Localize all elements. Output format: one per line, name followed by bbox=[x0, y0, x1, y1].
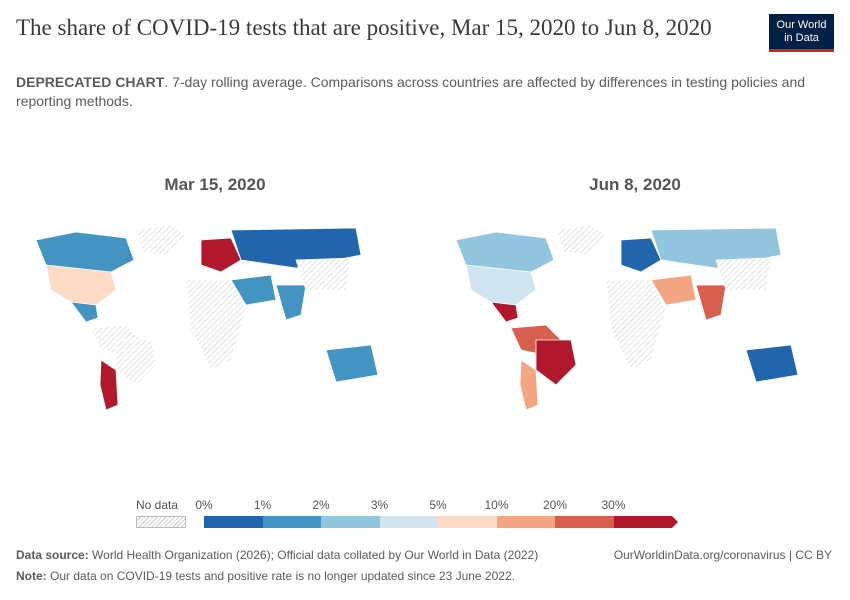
logo-line-2: in Data bbox=[784, 32, 819, 44]
subtitle-deprecated: DEPRECATED CHART bbox=[16, 74, 165, 90]
region-africa-mar15[interactable] bbox=[185, 279, 247, 371]
world-maps bbox=[35, 224, 799, 410]
legend-bin bbox=[613, 516, 672, 528]
region-china-mar15[interactable] bbox=[295, 257, 352, 291]
owid-logo[interactable]: Our World in Data bbox=[769, 14, 834, 52]
footer-note-label: Note: bbox=[16, 569, 47, 583]
region-europe-mar15[interactable] bbox=[200, 237, 242, 273]
legend-tick-label: 10% bbox=[484, 498, 509, 512]
region-argentina-jun8[interactable] bbox=[519, 359, 539, 410]
legend-bin bbox=[379, 516, 438, 528]
region-middle-east-mar15[interactable] bbox=[230, 274, 277, 306]
region-africa-jun8[interactable] bbox=[605, 279, 667, 371]
region-brazil-mar15[interactable] bbox=[115, 339, 157, 386]
region-middle-east-jun8[interactable] bbox=[650, 274, 697, 306]
footer-note: Note: Our data on COVID-19 tests and pos… bbox=[16, 569, 515, 583]
logo-line-1: Our World bbox=[776, 19, 827, 31]
legend-no-data-swatch bbox=[136, 516, 186, 528]
legend-tick-label: 5% bbox=[429, 498, 447, 512]
region-greenland-mar15[interactable] bbox=[135, 224, 187, 256]
legend-bin bbox=[496, 516, 555, 528]
legend-tick-label: 0% bbox=[195, 498, 213, 512]
legend-bin bbox=[321, 516, 380, 528]
legend-bin bbox=[438, 516, 497, 528]
footer-note-text: Our data on COVID-19 tests and positive … bbox=[46, 569, 515, 583]
region-india-jun8[interactable] bbox=[695, 284, 727, 321]
legend-bin bbox=[262, 516, 321, 528]
region-australia-mar15[interactable] bbox=[325, 344, 379, 383]
region-greenland-jun8[interactable] bbox=[555, 224, 607, 256]
map-title-right: Jun 8, 2020 bbox=[589, 175, 681, 194]
chart-subtitle: DEPRECATED CHART. 7-day rolling average.… bbox=[16, 73, 816, 111]
legend-tick-label: 1% bbox=[253, 498, 272, 512]
map-title-left: Mar 15, 2020 bbox=[164, 175, 266, 194]
footer-source-text: World Health Organization (2026); Offici… bbox=[88, 548, 539, 562]
chart-title: The share of COVID-19 tests that are pos… bbox=[16, 15, 712, 40]
legend-tick-label: 30% bbox=[601, 498, 626, 512]
legend-no-data-label: No data bbox=[136, 498, 179, 512]
region-mexico-jun8[interactable] bbox=[490, 301, 519, 323]
footer-source: Data source: World Health Organization (… bbox=[16, 548, 538, 562]
legend-tick-label: 3% bbox=[370, 498, 389, 512]
legend-bin bbox=[204, 516, 263, 528]
legend-tick-label: 20% bbox=[542, 498, 568, 512]
footer-source-label: Data source: bbox=[16, 548, 89, 562]
region-india-mar15[interactable] bbox=[275, 284, 307, 321]
legend-bin bbox=[555, 516, 614, 528]
region-china-jun8[interactable] bbox=[715, 257, 772, 291]
region-mexico-mar15[interactable] bbox=[70, 301, 99, 323]
color-legend: No data 0% 1% 2% 3% 5% 10% 20% 30% bbox=[130, 498, 690, 538]
region-europe-jun8[interactable] bbox=[620, 237, 662, 273]
subtitle-text: . 7-day rolling average. Comparisons acr… bbox=[16, 74, 806, 109]
legend-arrow bbox=[672, 516, 678, 528]
legend-tick-label: 2% bbox=[312, 498, 330, 512]
map-jun8 bbox=[455, 224, 799, 410]
region-argentina-mar15[interactable] bbox=[99, 359, 119, 410]
region-australia-jun8[interactable] bbox=[745, 344, 799, 383]
footer-url[interactable]: OurWorldinData.org/coronavirus | CC BY bbox=[613, 548, 832, 562]
region-brazil-jun8[interactable] bbox=[535, 339, 577, 386]
map-mar15 bbox=[35, 224, 379, 410]
